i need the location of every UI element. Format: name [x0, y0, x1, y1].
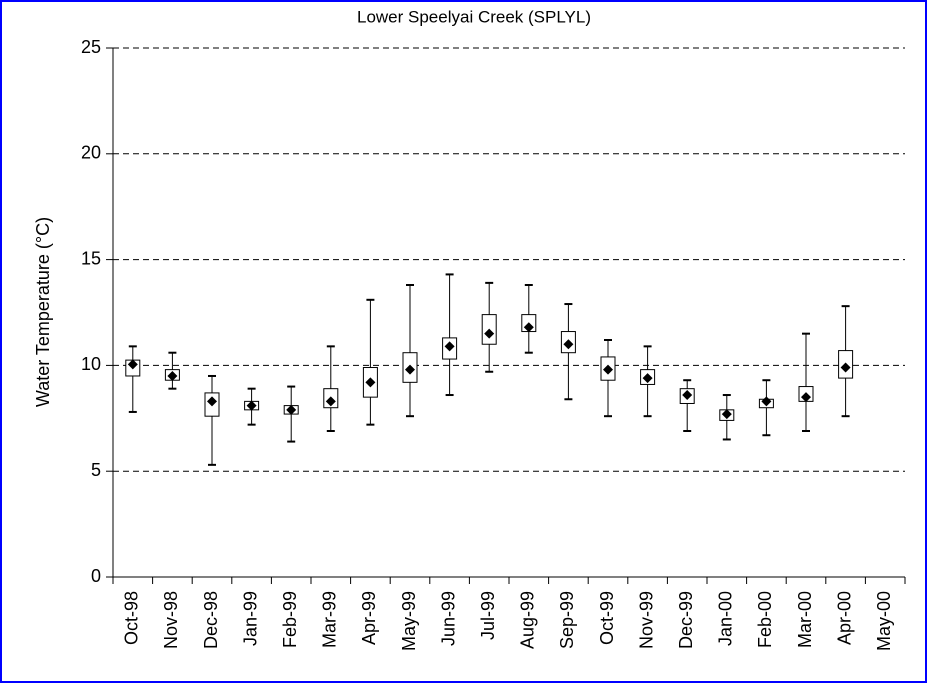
x-tick-label: Apr-00 — [834, 591, 854, 645]
mean-marker — [246, 400, 257, 411]
mean-marker — [801, 392, 811, 403]
mean-marker — [563, 339, 574, 350]
mean-marker — [603, 364, 613, 375]
mean-marker — [484, 328, 495, 339]
x-tick-label: Oct-98 — [122, 591, 142, 645]
y-tick-label: 25 — [81, 37, 101, 57]
x-tick-label: Jul-99 — [478, 591, 498, 640]
mean-marker — [286, 404, 297, 415]
chart-title: Lower Speelyai Creek (SPLYL) — [357, 7, 591, 26]
mean-marker — [325, 396, 336, 407]
mean-marker — [207, 396, 217, 407]
y-tick-label: 0 — [91, 566, 101, 586]
y-tick-label: 10 — [81, 354, 101, 374]
mean-marker — [840, 362, 851, 373]
x-tick-label: Nov-98 — [161, 591, 181, 649]
x-tick-label: Dec-98 — [201, 591, 221, 649]
mean-marker — [365, 377, 376, 388]
x-tick-label: May-99 — [399, 591, 419, 651]
mean-marker — [523, 322, 534, 333]
mean-marker — [682, 390, 693, 401]
mean-marker — [167, 370, 178, 381]
x-tick-label: Mar-00 — [795, 591, 815, 648]
y-tick-label: 15 — [81, 248, 101, 268]
mean-marker — [444, 341, 455, 352]
x-tick-label: Jan-99 — [240, 591, 260, 646]
x-tick-label: Apr-99 — [359, 591, 379, 645]
y-tick-label: 20 — [81, 143, 101, 163]
x-tick-label: Nov-99 — [636, 591, 656, 649]
x-tick-label: Feb-99 — [280, 591, 300, 648]
mean-marker — [761, 396, 772, 407]
mean-marker — [721, 409, 732, 420]
mean-marker — [642, 373, 653, 384]
x-tick-label: May-00 — [874, 591, 894, 651]
mean-marker — [127, 359, 138, 370]
mean-marker — [405, 364, 415, 375]
x-tick-label: Dec-99 — [676, 591, 696, 649]
y-tick-label: 5 — [91, 460, 101, 480]
x-tick-label: Oct-99 — [597, 591, 617, 645]
x-tick-label: Jan-00 — [716, 591, 736, 646]
x-tick-label: Aug-99 — [518, 591, 538, 649]
x-tick-label: Sep-99 — [557, 591, 577, 649]
x-tick-label: Jun-99 — [438, 591, 458, 646]
x-tick-label: Mar-99 — [320, 591, 340, 648]
x-tick-label: Feb-00 — [755, 591, 775, 648]
y-axis-label: Water Temperature (°C) — [33, 217, 53, 407]
